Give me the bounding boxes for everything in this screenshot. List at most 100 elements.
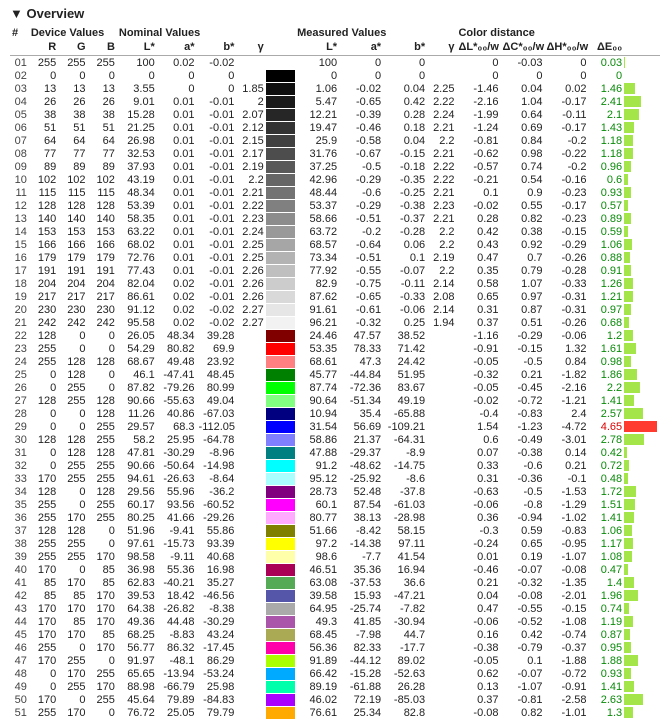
cell: 1.51: [589, 498, 625, 511]
cell: [236, 69, 265, 82]
cell: [236, 615, 265, 628]
cell: 0.01: [157, 147, 197, 160]
cell: -0.2: [339, 225, 383, 238]
cell: 40.68: [197, 550, 237, 563]
cell: 09: [10, 160, 29, 173]
cell: -0.35: [383, 173, 427, 186]
cell: 85: [29, 589, 58, 602]
cell: -0.61: [339, 303, 383, 316]
cell: 153: [29, 225, 58, 238]
color-swatch: [266, 134, 295, 147]
cell: 0.69: [501, 121, 545, 134]
cell: -0.21: [456, 173, 500, 186]
cell: 170: [29, 628, 58, 641]
cell: -0.07: [501, 667, 545, 680]
cell: -0.32: [501, 576, 545, 589]
cell: -50.64: [157, 459, 197, 472]
cell: 1.96: [589, 589, 625, 602]
color-swatch: [266, 667, 295, 680]
cell: 29.56: [117, 485, 157, 498]
cell: [236, 433, 265, 446]
cell: 78.33: [339, 342, 383, 355]
table-row: 48017025565.65-13.94-53.2466.42-15.28-52…: [10, 667, 660, 680]
color-swatch: [266, 82, 295, 95]
cell: 0: [157, 82, 197, 95]
cell: 2.07: [236, 108, 265, 121]
cell: 0.51: [501, 316, 545, 329]
cell: 0: [58, 498, 87, 511]
cell: 0.02: [157, 277, 197, 290]
cell: 77: [88, 147, 117, 160]
cell: 94.61: [117, 472, 157, 485]
cell: 179: [29, 251, 58, 264]
cell: -1.08: [545, 615, 589, 628]
cell: 0: [29, 667, 58, 680]
cell: -55.63: [157, 394, 197, 407]
cell: [427, 459, 456, 472]
cell: 48.45: [197, 368, 237, 381]
de-bar: [624, 563, 660, 576]
cell: -40.21: [157, 576, 197, 589]
cell: 0.13: [456, 680, 500, 693]
cell: 0.01: [157, 173, 197, 186]
col-R: R: [29, 39, 58, 56]
cell: [236, 329, 265, 342]
cell: 170: [88, 680, 117, 693]
cell: 0.02: [157, 56, 197, 70]
cell: 2.2: [427, 134, 456, 147]
cell: -0.25: [383, 186, 427, 199]
de-bar: [624, 498, 660, 511]
cell: 0.06: [383, 238, 427, 251]
cell: 86.29: [197, 654, 237, 667]
de-bar: [624, 628, 660, 641]
cell: 1.3: [589, 706, 625, 719]
table-row: 250128046.1-47.4148.4545.77-44.8451.95-0…: [10, 368, 660, 381]
cell: 170: [88, 602, 117, 615]
color-swatch: [266, 459, 295, 472]
cell: -0.02: [197, 303, 237, 316]
cell: 20: [10, 303, 29, 316]
cell: [427, 602, 456, 615]
cell: 56.69: [339, 420, 383, 433]
cell: 255: [29, 641, 58, 654]
cell: -2.01: [545, 589, 589, 602]
table-row: 35255025560.1793.56-60.5260.187.54-61.03…: [10, 498, 660, 511]
cell: 66.42: [295, 667, 339, 680]
cell: 37: [10, 524, 29, 537]
cell: -0.83: [501, 407, 545, 420]
cell: 0: [58, 693, 87, 706]
cell: -0.08: [456, 706, 500, 719]
cell: [236, 589, 265, 602]
cell: -0.36: [501, 472, 545, 485]
table-row: 020000000000000: [10, 69, 660, 82]
overview-toggle[interactable]: ▼ Overview: [10, 6, 660, 21]
cell: -0.55: [339, 264, 383, 277]
cell: 36.98: [117, 563, 157, 576]
cell: -0.29: [501, 329, 545, 342]
cell: -0.17: [545, 95, 589, 108]
cell: 48.34: [117, 186, 157, 199]
cell: -8.83: [157, 628, 197, 641]
cell: -0.38: [456, 641, 500, 654]
cell: 21.37: [339, 433, 383, 446]
de-bar: [624, 342, 660, 355]
de-bar: [624, 589, 660, 602]
cell: 18: [10, 277, 29, 290]
cell: -1.29: [545, 498, 589, 511]
cell: 69.9: [197, 342, 237, 355]
cell: 62.83: [117, 576, 157, 589]
cell: 39.28: [197, 329, 237, 342]
color-table: # Device Values Nominal Values Measured …: [10, 25, 660, 719]
color-swatch: [266, 511, 295, 524]
color-swatch: [266, 147, 295, 160]
cell: 13: [10, 212, 29, 225]
cell: 128: [29, 199, 58, 212]
cell: -7.98: [339, 628, 383, 641]
cell: 13: [58, 82, 87, 95]
cell: [236, 485, 265, 498]
cell: 35.36: [339, 563, 383, 576]
cell: 68.67: [117, 355, 157, 368]
cell: 0.01: [157, 134, 197, 147]
cell: -0.28: [545, 264, 589, 277]
cell: 255: [88, 459, 117, 472]
